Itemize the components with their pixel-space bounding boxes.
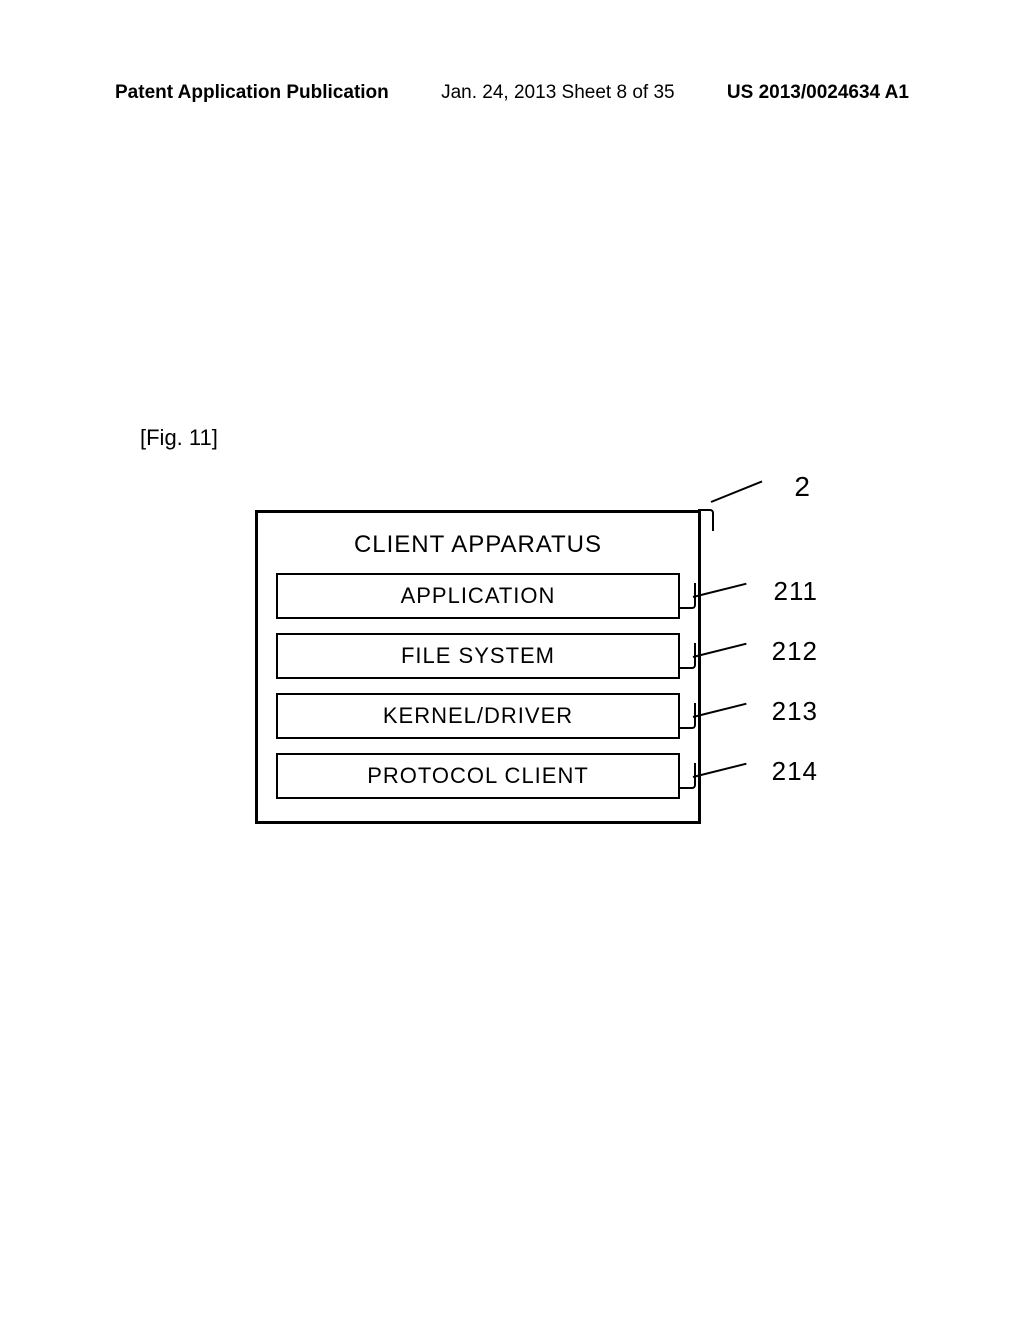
leader-line: [693, 583, 747, 598]
protocol-client-box: PROTOCOL CLIENT 214: [276, 753, 680, 799]
publication-number: US 2013/0024634 A1: [727, 82, 909, 104]
kernel-driver-ref: 213: [772, 696, 818, 727]
outer-box-title: CLIENT APPARATUS: [258, 531, 698, 559]
file-system-box: FILE SYSTEM 212: [276, 633, 680, 679]
client-apparatus-box: 2 CLIENT APPARATUS APPLICATION 211 FILE …: [255, 510, 701, 824]
diagram-area: 2 CLIENT APPARATUS APPLICATION 211 FILE …: [255, 510, 705, 824]
leader-line-outer: [711, 480, 763, 502]
application-box: APPLICATION 211: [276, 573, 680, 619]
publication-type: Patent Application Publication: [115, 82, 389, 104]
outer-ref-number: 2: [794, 471, 810, 503]
leader-hook-outer: [698, 509, 714, 531]
leader-line: [693, 643, 747, 658]
application-label: APPLICATION: [401, 583, 556, 608]
kernel-driver-label: KERNEL/DRIVER: [383, 703, 573, 728]
kernel-driver-box: KERNEL/DRIVER 213: [276, 693, 680, 739]
protocol-client-label: PROTOCOL CLIENT: [367, 763, 589, 788]
sheet-info: Jan. 24, 2013 Sheet 8 of 35: [441, 82, 674, 104]
protocol-client-ref: 214: [772, 756, 818, 787]
leader-line: [693, 763, 747, 778]
figure-label: [Fig. 11]: [140, 425, 218, 451]
file-system-ref: 212: [772, 636, 818, 667]
application-ref: 211: [774, 576, 818, 607]
page-header: Patent Application Publication Jan. 24, …: [0, 82, 1024, 104]
leader-line: [693, 703, 747, 718]
file-system-label: FILE SYSTEM: [401, 643, 555, 668]
